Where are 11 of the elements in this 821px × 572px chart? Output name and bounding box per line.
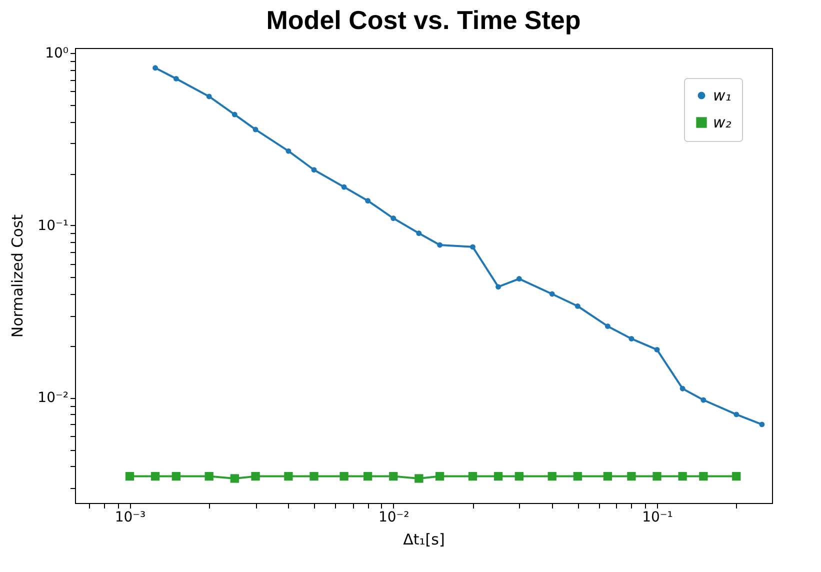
y-tick-label: 10⁻¹ xyxy=(38,218,68,234)
legend-label: w₂ xyxy=(713,114,732,132)
y-tick-label: 10⁻² xyxy=(38,390,68,406)
x-tick-label: 10⁻² xyxy=(378,510,410,526)
x-tick-label: 10⁻³ xyxy=(114,510,146,526)
y-axis-title: Normalized Cost xyxy=(8,214,27,338)
x-tick-label: 10⁻¹ xyxy=(642,510,673,526)
legend-label: w₁ xyxy=(713,86,732,104)
x-axis-title: Δt₁[s] xyxy=(403,530,445,548)
chart-title: Model Cost vs. Time Step xyxy=(266,5,581,36)
y-tick-label: 10⁰ xyxy=(45,46,69,62)
